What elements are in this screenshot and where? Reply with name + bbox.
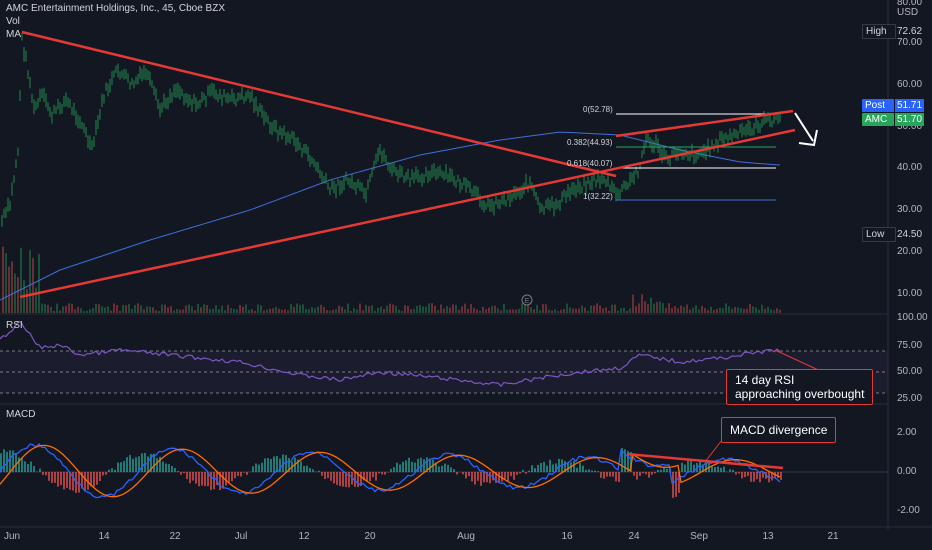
macd-histogram: [0, 447, 782, 498]
rsi-callout[interactable]: 14 day RSI approaching overbought: [726, 369, 874, 405]
price-tick-top: 80.00: [897, 0, 923, 8]
macd-legend[interactable]: MACD: [6, 409, 36, 420]
volume-legend[interactable]: Vol: [6, 16, 20, 27]
rsi-legend[interactable]: RSI: [6, 320, 23, 331]
macd-callout[interactable]: MACD divergence: [721, 417, 837, 443]
time-tick: Jun: [3, 531, 21, 542]
rsi-callout-line-1: 14 day RSI: [735, 373, 795, 387]
ascending-trendline[interactable]: [19, 128, 796, 299]
fib-label-0618: 0.618(40.07): [567, 159, 613, 168]
price-tick: 50.00: [897, 121, 923, 132]
time-tick: Jul: [234, 531, 248, 542]
forecast-arrow-head[interactable]: [798, 129, 818, 147]
time-tick: 20: [364, 531, 376, 542]
macd-line: [0, 442, 781, 499]
high-tag-label: High: [862, 24, 896, 39]
low-tag-label: Low: [862, 227, 896, 242]
price-tick: 10.00: [897, 288, 923, 299]
fib-label-0: 0(52.78): [583, 105, 613, 114]
macd-tick: 0.00: [897, 466, 917, 477]
earnings-marker-icon[interactable]: [521, 294, 533, 306]
price-tick: 20.00: [897, 246, 923, 257]
price-tick: 30.00: [897, 204, 923, 215]
macd-signal-line: [0, 444, 781, 498]
price-tick: 70.00: [897, 37, 923, 48]
currency-label[interactable]: USD: [897, 7, 919, 18]
time-tick: 13: [762, 531, 774, 542]
macd-tick: -2.00: [897, 505, 920, 516]
time-tick: 21: [827, 531, 839, 542]
svg-text:E: E: [525, 298, 530, 305]
time-tick: 14: [98, 531, 110, 542]
amc-tag-label: AMC: [862, 113, 894, 126]
time-tick: Aug: [457, 531, 475, 542]
time-tick: 12: [298, 531, 310, 542]
amc-tag-value: 51.70: [895, 113, 925, 126]
price-candles: [1, 33, 781, 227]
post-tag-value: 51.71: [895, 99, 925, 112]
time-tick: Sep: [690, 531, 708, 542]
chart-title[interactable]: AMC Entertainment Holdings, Inc., 45, Cb…: [6, 3, 225, 14]
rsi-tick: 25.00: [897, 393, 923, 404]
high-tag-value: 72.62: [897, 26, 923, 37]
forecast-arrow-line[interactable]: [794, 112, 814, 142]
macd-tick: 2.00: [897, 427, 917, 438]
macd-callout-pointer: [704, 439, 723, 463]
price-tick: 40.00: [897, 162, 923, 173]
price-tick: 60.00: [897, 79, 923, 90]
ma-legend[interactable]: MA: [6, 29, 21, 40]
volume-bars: [2, 246, 781, 313]
time-tick: 22: [169, 531, 181, 542]
channel-upper-trendline[interactable]: [615, 109, 794, 138]
fib-label-1: 1(32.22): [583, 192, 613, 201]
rsi-tick: 100.00: [897, 312, 928, 323]
rsi-tick: 50.00: [897, 366, 923, 377]
descending-trendline[interactable]: [21, 30, 617, 178]
low-tag-value: 24.50: [897, 229, 923, 240]
time-tick: 16: [561, 531, 573, 542]
post-tag-label: Post: [862, 99, 894, 112]
rsi-line: [0, 321, 781, 388]
rsi-tick: 75.00: [897, 340, 923, 351]
fib-label-0382: 0.382(44.93): [567, 138, 613, 147]
rsi-callout-line-2: approaching overbought: [735, 387, 865, 401]
macd-divergence-trendline[interactable]: [626, 452, 784, 470]
time-tick: 24: [628, 531, 640, 542]
